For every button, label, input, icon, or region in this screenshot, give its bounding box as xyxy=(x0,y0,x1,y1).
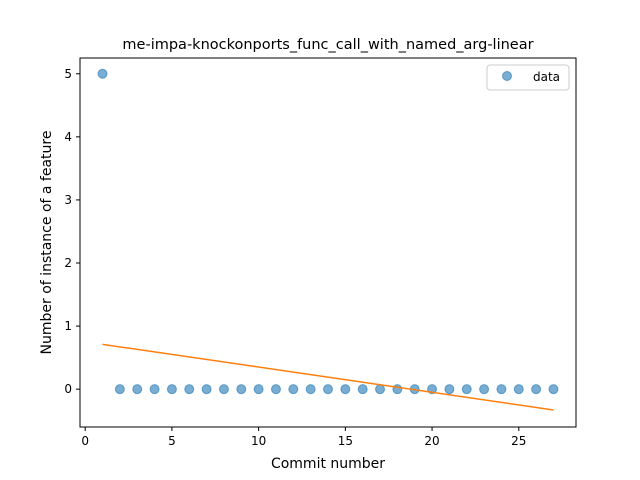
plot-frame xyxy=(79,57,577,428)
data-point xyxy=(97,68,108,79)
data-point xyxy=(166,384,177,395)
chart-marks xyxy=(97,68,559,411)
data-point xyxy=(479,384,490,395)
data-point xyxy=(236,384,247,395)
data-point xyxy=(513,384,524,395)
data-point xyxy=(392,384,403,395)
y-tick-label: 2 xyxy=(64,256,72,270)
plot-area xyxy=(80,58,576,427)
data-point xyxy=(340,384,351,395)
data-point xyxy=(114,384,125,395)
y-tick-label: 0 xyxy=(64,382,72,396)
legend-label-data: data xyxy=(533,70,560,84)
legend: data xyxy=(486,64,570,91)
x-tick-label: 20 xyxy=(424,434,439,448)
chart-title: me-impa-knockonports_func_call_with_name… xyxy=(122,37,533,53)
x-axis-label: Commit number xyxy=(271,456,385,472)
data-point xyxy=(305,384,316,395)
y-tick-label: 3 xyxy=(64,193,72,207)
data-point xyxy=(149,384,160,395)
data-point xyxy=(288,384,299,395)
data-point xyxy=(548,384,559,395)
x-axis-ticks: 0 5 10 15 20 25 xyxy=(81,427,526,448)
data-point xyxy=(132,384,143,395)
data-point xyxy=(270,384,281,395)
data-point xyxy=(496,384,507,395)
x-tick-label: 15 xyxy=(338,434,353,448)
data-point xyxy=(375,384,386,395)
x-tick-label: 25 xyxy=(511,434,526,448)
data-point xyxy=(323,384,333,395)
data-point xyxy=(461,384,472,395)
data-point xyxy=(444,384,455,395)
data-point xyxy=(218,384,229,395)
data-point xyxy=(253,384,264,395)
legend-marker-data xyxy=(502,71,512,81)
data-point xyxy=(531,384,542,395)
x-tick-label: 10 xyxy=(251,434,266,448)
y-tick-label: 5 xyxy=(64,67,72,81)
data-point xyxy=(201,384,212,395)
fit-line xyxy=(102,343,554,411)
y-tick-label: 4 xyxy=(64,130,72,144)
y-tick-label: 1 xyxy=(64,319,72,333)
data-point xyxy=(184,384,195,395)
data-point xyxy=(357,384,368,395)
x-tick-label: 5 xyxy=(168,434,176,448)
y-axis-ticks: 0 1 2 3 4 5 xyxy=(64,67,80,396)
y-axis-label: Number of instance of a feature xyxy=(39,131,55,355)
x-tick-label: 0 xyxy=(81,434,89,448)
